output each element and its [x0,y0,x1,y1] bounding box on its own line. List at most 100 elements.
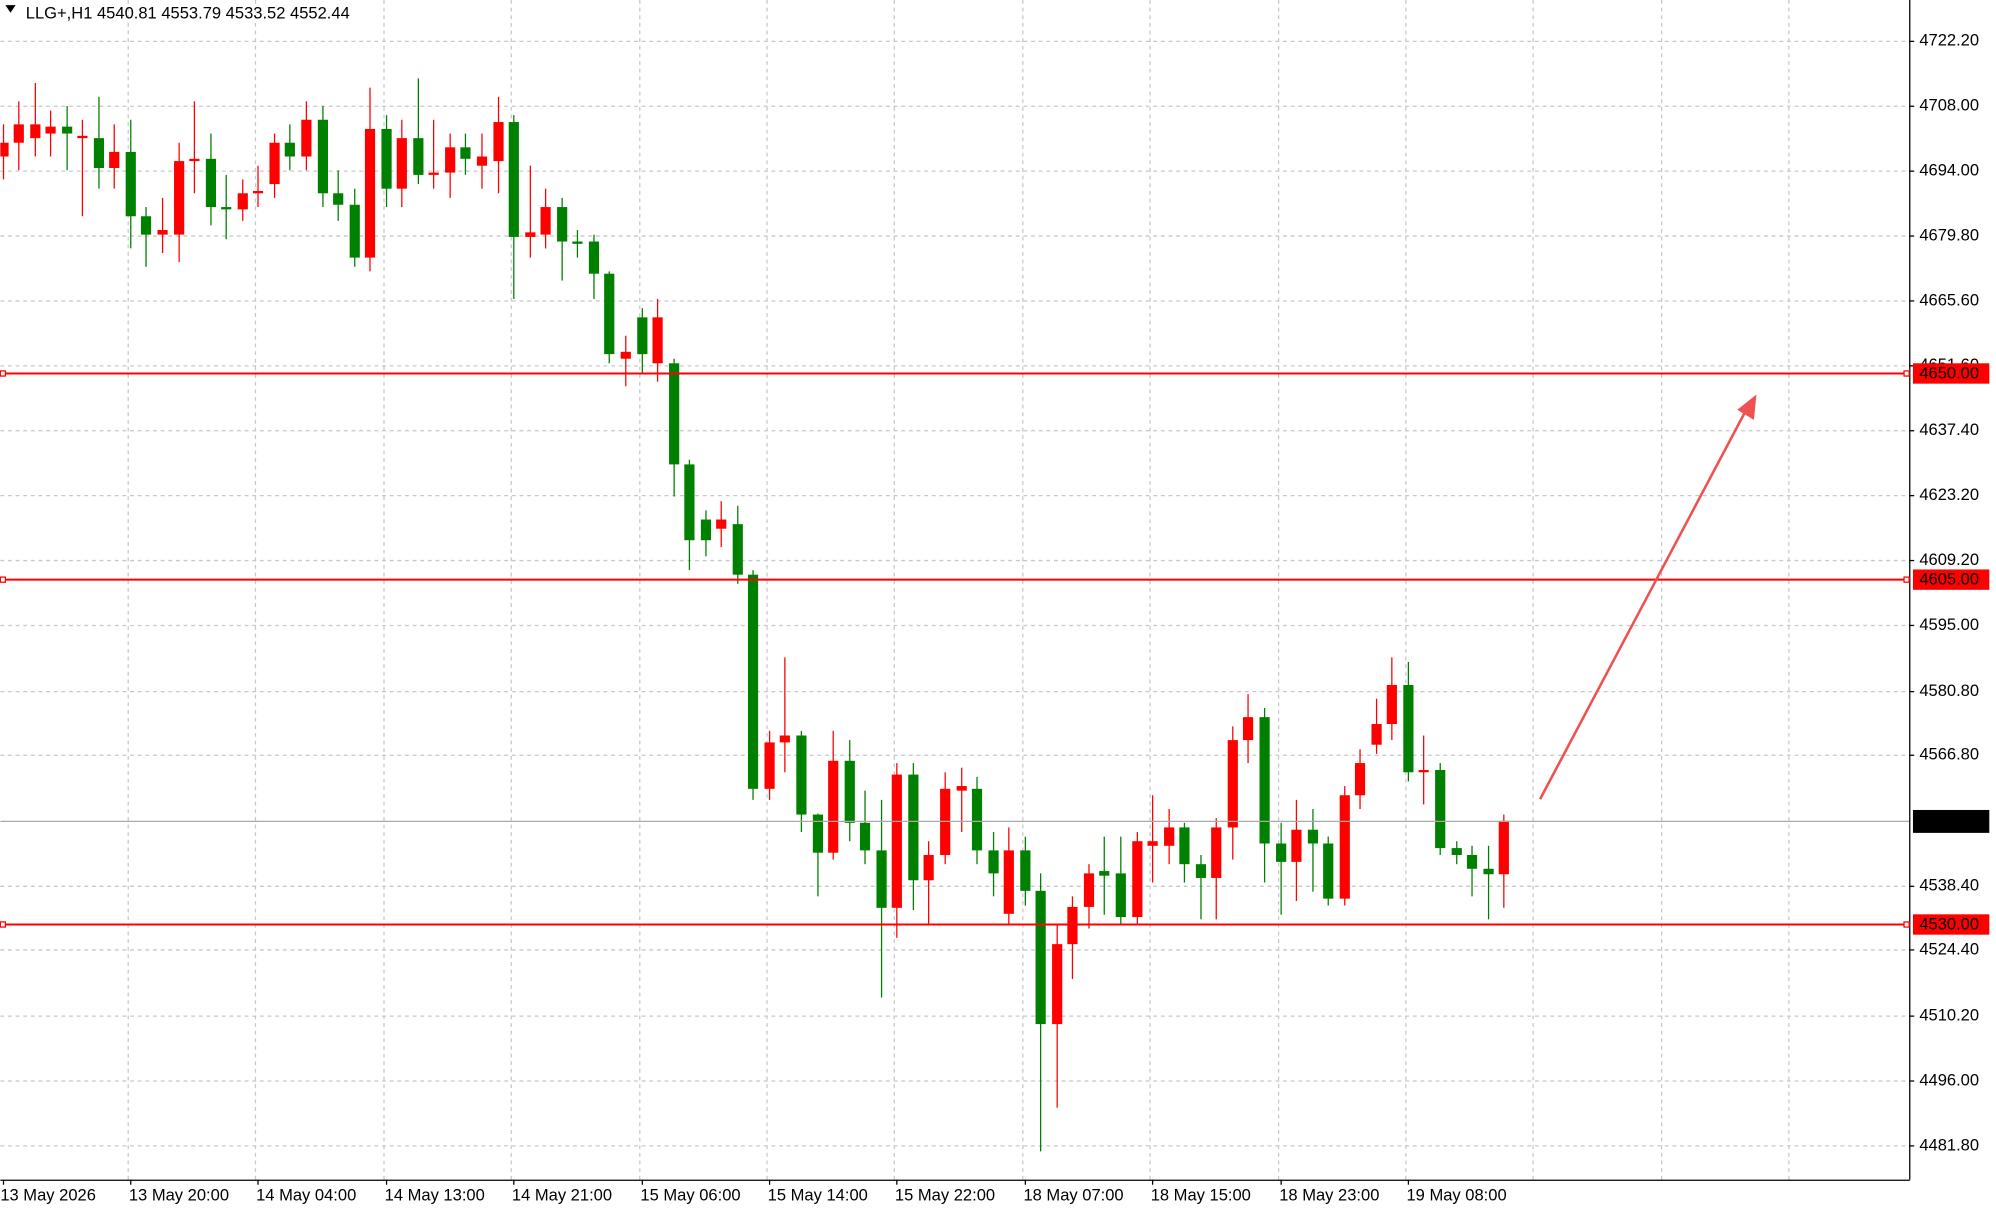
candle-body [174,161,185,235]
candle-body [189,158,200,162]
level-label-box [1912,914,1990,935]
candle-body [1371,724,1382,745]
candle-body [109,151,120,169]
candle-body [396,138,407,189]
candle-body [700,519,712,541]
candle-body [0,142,9,157]
candle-body [221,207,232,210]
candle-body [796,735,807,815]
candle-body [828,760,839,853]
y-tick-label: 4538.40 [1919,876,1979,895]
price-label-box [1912,809,1990,833]
x-tick-label: 18 May 07:00 [1023,1186,1123,1205]
level-marker [1903,370,1910,377]
candle-body [572,241,583,244]
x-tick-label: 15 May 06:00 [640,1186,740,1205]
x-tick-label: 13 May 20:00 [129,1186,229,1205]
y-tick-label: 4580.80 [1919,681,1979,700]
y-tick-label: 4694.00 [1919,161,1979,180]
y-tick-label: 4623.20 [1919,485,1979,504]
candle-body [1323,843,1334,899]
candle-body [876,850,887,908]
level-marker [1903,576,1910,583]
candle-body [1132,841,1143,918]
candle-body [1498,820,1509,875]
plot-area [0,78,1910,1152]
candle-body [1035,890,1046,1025]
candle-body [637,317,648,355]
candle-body [1147,841,1158,846]
candle-body [859,822,871,851]
candle-body [1435,769,1446,849]
candle-body [652,317,663,364]
candle-body [1403,684,1414,773]
candle-body [205,158,217,208]
candle-body [1052,944,1063,1025]
candle-body [540,207,551,235]
candle-body [1291,829,1302,862]
candle-body [140,216,152,235]
candle-body [1083,873,1095,907]
level-label: 4650.00 [1919,364,1979,383]
candle-body [1242,717,1254,741]
candle-body [413,138,424,175]
y-tick-label: 4637.40 [1919,420,1979,439]
y-tick-label: 4722.20 [1919,31,1979,50]
candle-body [1483,868,1494,875]
candle-body [508,122,519,237]
menu-icon[interactable] [5,5,16,13]
candle-body [157,230,168,235]
candle-body [237,193,248,210]
candle-body [1195,864,1207,878]
arrow-shaft [1538,409,1748,800]
candle-body [620,351,631,359]
candle-body [604,273,615,355]
candle-body [669,363,680,465]
x-tick-label: 18 May 15:00 [1151,1186,1251,1205]
axes: 4722.204708.004694.004679.804665.604651.… [0,31,1979,1205]
candle-body [716,519,727,529]
candle-body [1259,717,1270,844]
candle-body [381,128,392,189]
candle-body [349,204,360,258]
x-tick-label: 15 May 22:00 [895,1186,995,1205]
y-tick-label: 4609.20 [1919,550,1979,569]
candle-body [30,124,41,139]
y-tick-label: 4708.00 [1919,96,1979,115]
y-tick-label: 4665.60 [1919,290,1979,309]
candle-body [732,524,743,575]
candle-body [476,156,488,166]
level-marker [1903,921,1910,928]
candle-body [557,207,568,242]
grid [0,0,1910,1180]
candle-body [684,464,695,541]
level-label-box [1912,363,1990,384]
candle-body [764,742,775,789]
level-marker [0,370,7,377]
candle-body [1003,850,1014,914]
candle-body [956,786,967,791]
level-marker [0,576,7,583]
candle-body [301,119,312,157]
candle-body [1354,763,1366,796]
candle-body [988,850,999,874]
candle-body [1099,871,1110,876]
candle-body [1115,873,1126,918]
candle-body [812,814,824,853]
candle-body [93,138,105,169]
y-tick-label: 4496.00 [1919,1070,1979,1089]
x-tick-label: 15 May 14:00 [768,1186,868,1205]
candle-body [1276,843,1287,862]
candle-body [428,172,439,175]
candle-body [1067,906,1078,945]
candle-body [525,232,536,237]
candle-body [333,193,344,205]
candle-body [1386,684,1397,725]
candle-body [460,147,471,159]
candle-body [1020,850,1031,891]
x-tick-label: 14 May 21:00 [512,1186,612,1205]
candle-body [1164,827,1175,846]
